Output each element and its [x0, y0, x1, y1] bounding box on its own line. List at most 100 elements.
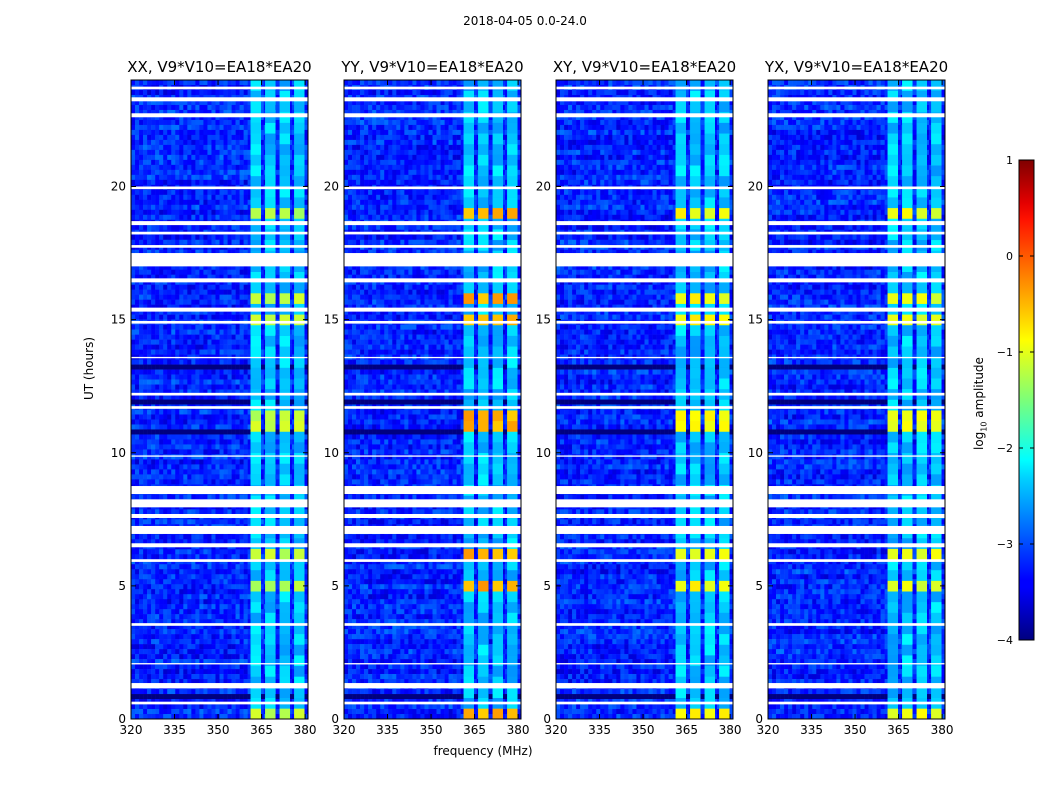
heatmap-cell: [224, 429, 228, 434]
heatmap-cell: [131, 240, 135, 245]
heatmap-cell: [151, 150, 155, 155]
heatmap-cell: [236, 290, 240, 295]
heatmap-cell: [179, 155, 183, 160]
heatmap-cell: [244, 125, 248, 130]
heatmap-cell: [244, 215, 248, 220]
heatmap-cell: [240, 165, 244, 170]
heatmap-cell: [151, 175, 155, 180]
heatmap-cell: [163, 409, 167, 414]
heatmap-cell: [159, 90, 163, 95]
heatmap-cell: [163, 120, 167, 125]
heatmap-cell: [240, 375, 244, 380]
heatmap-cell: [183, 380, 187, 385]
heatmap-cell: [207, 270, 211, 275]
heatmap-cell: [236, 130, 240, 135]
heatmap-cell: [191, 200, 195, 205]
heatmap-cell: [207, 210, 211, 215]
heatmap-cell: [167, 235, 171, 240]
heatmap-cell: [171, 160, 175, 165]
heatmap-cell: [244, 375, 248, 380]
heatmap-cell: [195, 270, 199, 275]
heatmap-cell: [199, 375, 203, 380]
heatmap-cell: [224, 135, 228, 140]
heatmap-cell: [195, 350, 199, 355]
heatmap-cell: [155, 165, 159, 170]
heatmap-cell: [240, 205, 244, 210]
heatmap-cell: [232, 120, 236, 125]
heatmap-cell: [240, 365, 244, 370]
heatmap-cell: [215, 105, 219, 110]
heatmap-cell: [199, 135, 203, 140]
heatmap-cell: [228, 385, 232, 390]
heatmap-cell: [131, 195, 135, 200]
heatmap-cell: [228, 195, 232, 200]
heatmap-cell: [155, 155, 159, 160]
heatmap-cell: [199, 385, 203, 390]
heatmap-cell: [187, 429, 191, 434]
heatmap-cell: [171, 235, 175, 240]
heatmap-cell: [244, 155, 248, 160]
heatmap-cell: [240, 155, 244, 160]
heatmap-cell: [159, 190, 163, 195]
heatmap-cell: [220, 215, 224, 220]
heatmap-cell: [199, 165, 203, 170]
heatmap-cell: [276, 295, 280, 300]
heatmap-cell: [147, 295, 151, 300]
heatmap-cell: [147, 105, 151, 110]
heatmap-cell: [240, 80, 244, 85]
heatmap-cell: [232, 400, 236, 405]
heatmap-cell: [203, 145, 207, 150]
heatmap-cell: [135, 235, 139, 240]
heatmap-cell: [171, 400, 175, 405]
heatmap-cell: [139, 434, 143, 439]
heatmap-cell: [215, 370, 219, 375]
heatmap-cell: [236, 350, 240, 355]
heatmap-cell: [167, 414, 171, 419]
heatmap-cell: [163, 135, 167, 140]
heatmap-cell: [163, 370, 167, 375]
heatmap-cell: [155, 180, 159, 185]
heatmap-cell: [135, 325, 139, 330]
heatmap-cell: [135, 340, 139, 345]
heatmap-cell: [135, 419, 139, 424]
heatmap-cell: [215, 160, 219, 165]
heatmap-cell: [215, 409, 219, 414]
heatmap-cell: [232, 190, 236, 195]
heatmap-cell: [199, 360, 203, 365]
heatmap-cell: [155, 295, 159, 300]
heatmap-cell: [147, 345, 151, 350]
heatmap-cell: [240, 170, 244, 175]
heatmap-cell: [211, 130, 215, 135]
heatmap-cell: [139, 424, 143, 429]
heatmap-cell: [131, 175, 135, 180]
heatmap-cell: [224, 145, 228, 150]
heatmap-cell: [147, 150, 151, 155]
heatmap-cell: [131, 350, 135, 355]
heatmap-cell: [135, 434, 139, 439]
heatmap-cell: [232, 340, 236, 345]
heatmap-cell: [191, 120, 195, 125]
heatmap-cell: [236, 135, 240, 140]
heatmap-cell: [143, 195, 147, 200]
heatmap-cell: [147, 375, 151, 380]
heatmap-cell: [240, 145, 244, 150]
heatmap-cell: [240, 380, 244, 385]
heatmap-cell: [207, 350, 211, 355]
heatmap-cell: [159, 285, 163, 290]
heatmap-cell: [187, 315, 191, 320]
heatmap-cell: [143, 360, 147, 365]
heatmap-cell: [240, 325, 244, 330]
heatmap-cell: [147, 125, 151, 130]
heatmap-cell: [224, 414, 228, 419]
heatmap-cell: [276, 125, 280, 130]
heatmap-cell: [224, 409, 228, 414]
heatmap-cell: [232, 195, 236, 200]
heatmap-cell: [187, 240, 191, 245]
heatmap-cell: [151, 140, 155, 145]
heatmap-cell: [167, 160, 171, 165]
heatmap-cell: [167, 295, 171, 300]
heatmap-cell: [187, 120, 191, 125]
heatmap-cell: [232, 380, 236, 385]
heatmap-cell: [183, 180, 187, 185]
heatmap-cell: [203, 270, 207, 275]
